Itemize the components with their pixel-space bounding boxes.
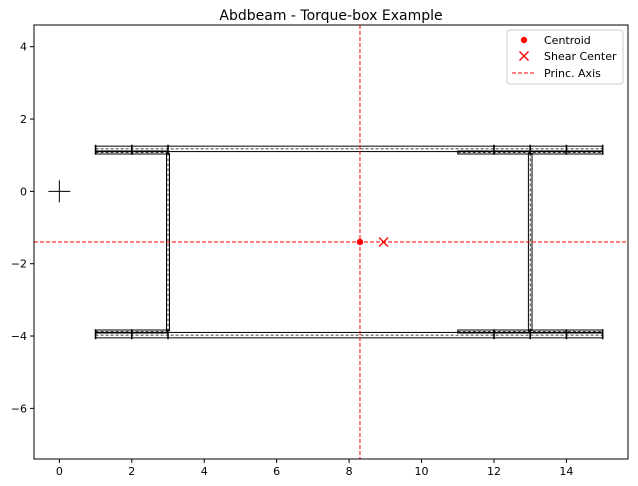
plot-area — [34, 25, 628, 459]
legend-princ-axis-label: Princ. Axis — [544, 67, 601, 80]
axes-frame — [33, 24, 629, 460]
y-tick-label--2: −2 — [11, 258, 27, 271]
x-tick-label-8: 8 — [346, 465, 353, 478]
y-tick-label--4: −4 — [11, 330, 27, 343]
legend-shear-center-label: Shear Center — [544, 50, 617, 63]
shear-center-marker-b — [378, 237, 389, 247]
y-tick-label-4: 4 — [20, 41, 27, 54]
x-tick-label-12: 12 — [487, 465, 501, 478]
legend-box — [506, 29, 624, 85]
y-tick-label-2: 2 — [20, 113, 27, 126]
x-tick-label-2: 2 — [128, 465, 135, 478]
legend-centroid-marker — [520, 36, 528, 44]
x-tick-label-6: 6 — [273, 465, 280, 478]
y-tick-label-0: 0 — [20, 185, 27, 198]
legend: Centroid Shear Center Princ. Axis — [506, 29, 624, 85]
legend-shear-center-marker — [519, 51, 529, 61]
tick-layer: 0 2 4 6 8 10 12 14 −6 −4 −2 0 2 4 — [11, 41, 574, 478]
x-tick-label-14: 14 — [559, 465, 573, 478]
legend-centroid-label: Centroid — [544, 34, 591, 47]
principal-axes-layer — [34, 25, 628, 459]
centroid-marker — [356, 238, 364, 246]
x-tick-label-0: 0 — [56, 465, 63, 478]
marker-layer — [356, 237, 389, 247]
y-tick-label--6: −6 — [11, 402, 27, 415]
x-tick-label-4: 4 — [201, 465, 208, 478]
chart-title: Abdbeam - Torque-box Example — [219, 8, 442, 24]
x-tick-label-10: 10 — [415, 465, 429, 478]
